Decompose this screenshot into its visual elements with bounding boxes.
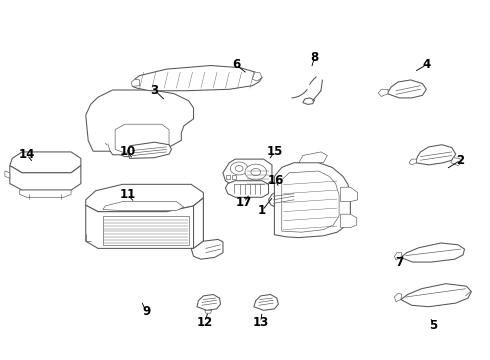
Circle shape [245,164,267,180]
Text: 10: 10 [119,145,136,158]
Text: 14: 14 [19,148,35,161]
Polygon shape [197,294,220,310]
Polygon shape [226,175,230,179]
Text: 9: 9 [142,305,150,318]
Polygon shape [416,145,456,165]
Polygon shape [191,239,223,259]
Polygon shape [86,90,194,157]
Polygon shape [103,216,189,245]
Polygon shape [269,192,298,208]
Text: 17: 17 [236,196,252,209]
Polygon shape [274,163,350,238]
Polygon shape [225,181,269,197]
Polygon shape [115,124,169,153]
Text: 8: 8 [311,51,319,64]
Polygon shape [341,214,357,228]
Text: 13: 13 [252,316,269,329]
Polygon shape [194,198,203,248]
Polygon shape [132,66,262,91]
Polygon shape [205,310,212,313]
Polygon shape [394,293,402,302]
Polygon shape [387,80,426,98]
Polygon shape [86,184,203,212]
Polygon shape [131,79,140,86]
Polygon shape [341,187,358,202]
Polygon shape [299,152,327,163]
Polygon shape [252,72,262,81]
Polygon shape [409,159,416,165]
Text: 1: 1 [258,204,266,217]
Circle shape [251,168,261,176]
Text: 7: 7 [395,256,403,269]
Text: 11: 11 [119,188,136,201]
Text: 5: 5 [430,319,438,332]
Text: 15: 15 [266,145,283,158]
Text: 12: 12 [196,316,213,329]
Polygon shape [378,89,388,96]
Polygon shape [103,202,184,211]
Text: 4: 4 [422,58,430,71]
Polygon shape [86,198,203,248]
Polygon shape [254,294,278,310]
Polygon shape [20,190,71,197]
Polygon shape [401,243,465,262]
Text: 3: 3 [150,84,158,96]
Text: 2: 2 [457,154,465,167]
Polygon shape [282,171,339,232]
Polygon shape [10,166,81,190]
Polygon shape [127,142,172,158]
Polygon shape [232,175,236,179]
Polygon shape [451,158,462,166]
Polygon shape [401,284,471,307]
Polygon shape [5,171,10,178]
Polygon shape [223,159,272,185]
Polygon shape [303,98,315,104]
Text: 6: 6 [232,58,240,71]
Circle shape [230,162,248,175]
Circle shape [235,166,243,171]
Text: 16: 16 [267,174,284,186]
Polygon shape [394,253,402,260]
Polygon shape [10,152,81,173]
